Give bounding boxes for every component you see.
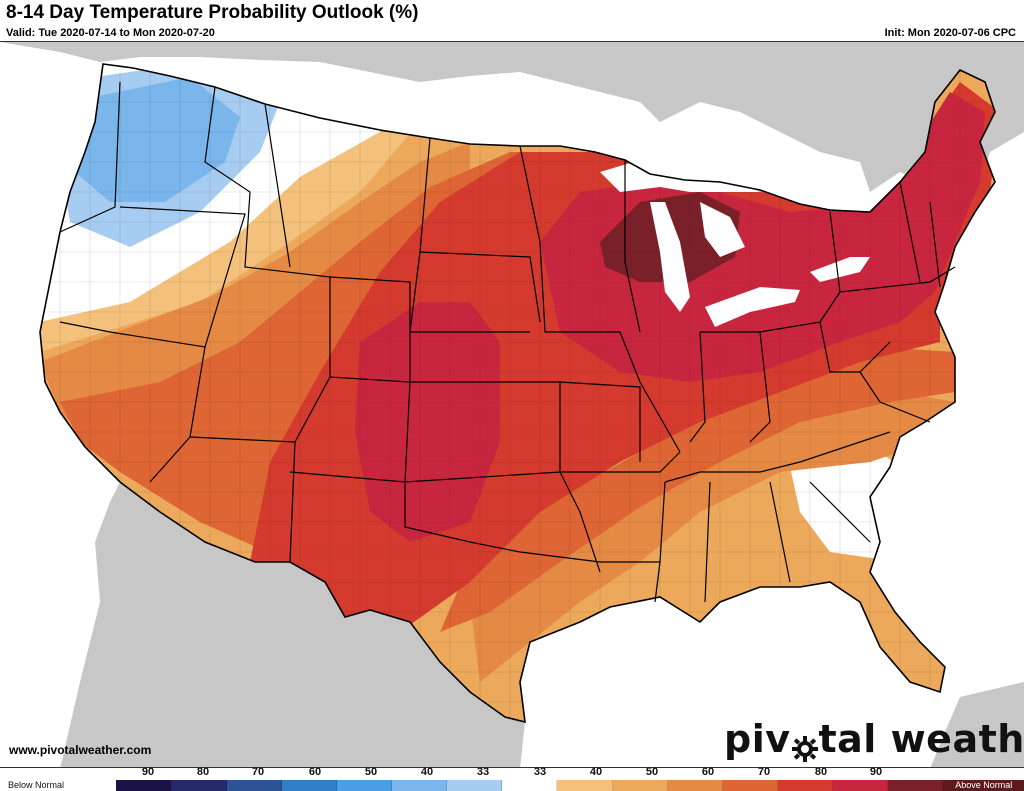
legend-tick: 50 [645,766,659,778]
mexico-landmass [60,482,525,767]
logo-text-left: piv [724,717,791,761]
legend-tick: 33 [533,766,547,778]
legend-tick: 60 [701,766,715,778]
legend-tick: 90 [869,766,883,778]
init-time: Init: Mon 2020-07-06 CPC [884,27,1016,39]
us-outline [39,63,996,724]
map-canvas [0,42,1024,767]
legend-tick: 60 [308,766,322,778]
legend-swatch-below-40 [391,780,448,791]
below-normal-label: Below Normal [0,780,117,791]
legend-tick: 80 [196,766,210,778]
legend-swatch-above-33 [557,780,613,791]
website-url[interactable]: www.pivotalweather.com [9,743,152,757]
legend-tick: 50 [364,766,378,778]
valid-period: Valid: Tue 2020-07-14 to Mon 2020-07-20 [6,27,215,39]
legend-tick: 40 [420,766,434,778]
logo-text-right: tal weather [818,717,1024,761]
legend-swatch-above-90 [888,780,944,791]
legend-swatch-above-60 [722,780,778,791]
state-borders [59,81,956,603]
legend-swatch-above-80 [833,780,889,791]
legend-tick: 80 [814,766,828,778]
great-lakes [600,160,870,327]
legend-tick: 40 [589,766,603,778]
map-title: 8-14 Day Temperature Probability Outlook… [6,2,419,23]
outlook-map [0,41,1024,768]
legend-swatch-near-normal [502,780,558,791]
legend-tick: 90 [141,766,155,778]
legend-swatch-below-60 [281,780,337,791]
legend-swatch-below-50 [336,780,392,791]
legend-tick: 33 [476,766,490,778]
legend-swatch-above-70 [777,780,834,791]
legend-swatch-below-33 [447,780,503,791]
cuba-bahamas-landmass [930,682,1024,767]
gear-icon [791,727,818,762]
legend-swatch-below-90 [116,780,172,791]
legend-swatch-below-70 [226,780,282,791]
legend-swatch-above-40 [612,780,668,791]
legend-swatch-above-50 [667,780,723,791]
canada-landmass [0,42,1024,247]
color-legend: 90 80 70 60 50 40 33 33 40 50 60 70 80 9… [0,766,1024,791]
above-normal-label: Above Normal [943,780,1024,791]
legend-tick: 70 [251,766,265,778]
legend-ticks: 90 80 70 60 50 40 33 33 40 50 60 70 80 9… [0,766,1024,780]
legend-swatch-below-80 [171,780,227,791]
legend-tick: 70 [757,766,771,778]
legend-bar: Below Normal Above Normal [0,780,1024,791]
pivotal-weather-logo: piv tal weather [724,716,1024,762]
